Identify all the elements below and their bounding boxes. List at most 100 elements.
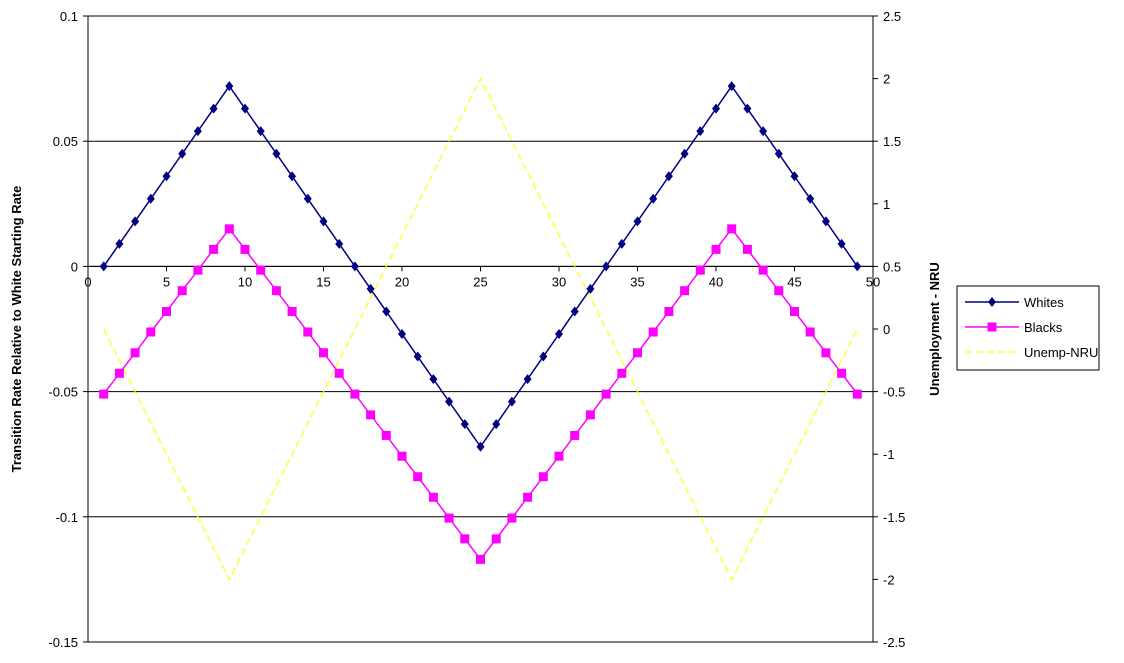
y-right-tick-label: -1 [883,447,895,462]
legend-item: Unemp-NRU [965,345,1098,360]
data-point [680,148,689,159]
series-unemp-nru [103,77,858,581]
x-tick-label: 40 [709,274,723,289]
data-point [131,216,140,227]
legend-label: Blacks [1024,320,1063,335]
data-point [225,81,234,92]
data-point [319,216,328,227]
data-point [241,103,249,114]
data-point [539,351,548,362]
data-point [758,265,768,275]
data-point [460,534,470,544]
data-series [99,77,862,581]
data-point [602,261,611,272]
data-point [492,419,501,430]
data-point [586,283,595,294]
data-point [256,126,265,137]
y-tick-label: -0.05 [48,385,78,400]
legend-label: Whites [1024,295,1064,310]
x-tick-labels: 0 5 10 15 20 25 30 35 40 45 50 [84,274,880,289]
data-point [664,171,673,182]
data-point [334,368,344,378]
data-point [445,396,454,407]
data-point [680,286,690,296]
axes [83,15,878,643]
plot-area [88,16,873,642]
y-tick-label: -0.1 [56,510,78,525]
data-point [287,306,297,316]
y-right-tick-label: -2.5 [883,635,905,650]
data-point [178,148,187,159]
data-point [837,238,846,249]
data-point [617,238,626,249]
y-right-tick-label: 1 [883,197,890,212]
data-point [177,286,187,296]
x-tick-label: 35 [630,274,644,289]
x-tick-label: 25 [473,274,487,289]
data-point [382,306,391,317]
data-point [759,126,768,137]
data-point [617,368,627,378]
data-point [193,265,203,275]
data-point [633,348,642,358]
x-tick-label: 30 [552,274,566,289]
data-point [366,410,376,420]
data-point [114,368,124,378]
data-point [350,261,359,272]
data-point [837,368,847,378]
data-point [397,451,407,461]
data-point [303,327,313,337]
data-point [774,286,784,296]
data-point [852,389,862,399]
data-point [821,348,831,358]
y-tick-labels: -0.15 -0.1 -0.05 0 0.05 0.1 [48,9,78,650]
data-point [555,329,563,340]
x-tick-label: 0 [84,274,91,289]
y-right-tick-labels: -2.5 -2 -1.5 -1 -0.5 0 0.5 1 1.5 2 2.5 [883,9,905,650]
legend-item: Blacks [965,320,1063,335]
series-blacks [99,224,862,564]
data-point [585,410,595,420]
legend-item: Whites [965,295,1064,310]
data-point [491,534,501,544]
data-point [146,327,156,337]
data-point [130,348,140,358]
data-point [633,216,642,227]
data-point [790,306,799,316]
y-right-tick-label: 2.5 [883,9,901,24]
y-right-tick-label: 2 [883,72,890,87]
data-point [398,329,406,340]
x-tick-label: 5 [163,274,170,289]
data-point [821,216,830,227]
data-point [272,148,281,159]
data-point [554,451,564,461]
data-point [538,472,548,482]
data-point [476,441,485,452]
data-point [774,148,783,159]
data-point [444,513,454,523]
y-right-tick-label: -2 [883,572,895,587]
data-point [413,472,423,482]
data-point [303,193,312,204]
data-point [209,244,219,254]
x-tick-label: 15 [316,274,330,289]
data-point [523,374,532,385]
data-point [428,492,438,502]
data-point [570,306,579,317]
legend-box [956,285,1100,371]
data-point [476,554,485,564]
data-point [523,492,533,502]
data-point [570,430,580,440]
y-right-tick-label: -0.5 [883,385,905,400]
y-tick-label: 0.1 [60,9,78,24]
data-point [507,396,516,407]
data-point [743,103,752,114]
legend-swatch-marker [987,322,997,332]
data-point [413,351,422,362]
data-point [193,126,202,137]
data-point [224,224,234,234]
data-point [366,283,375,294]
data-point [209,103,218,114]
x-tick-label: 20 [395,274,409,289]
